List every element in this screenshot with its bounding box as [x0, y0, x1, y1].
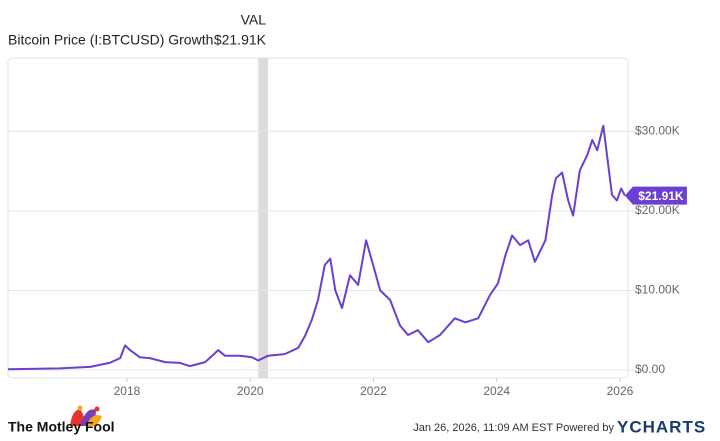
x-tick-label: 2024 [483, 384, 510, 398]
x-tick-label: 2022 [360, 384, 387, 398]
y-tick-label: $10.00K [635, 283, 680, 297]
header-label: VAL [241, 12, 267, 28]
y-tick-label: $30.00K [635, 123, 680, 137]
y-tick-label: $0.00 [635, 362, 665, 376]
price-line [7, 124, 626, 371]
logo-hat [86, 415, 102, 426]
recession-band [258, 58, 269, 378]
plot-frame [7, 57, 629, 379]
last-value-label: $21.91K [638, 189, 684, 203]
series-name: Bitcoin Price (I:BTCUSD) Growth [8, 32, 213, 48]
x-tick-label: 2026 [607, 384, 634, 398]
last-value-tag [624, 186, 687, 205]
logo-bell [77, 405, 83, 411]
footer-source: YCHARTS [617, 417, 706, 436]
x-tick-label: 2020 [237, 384, 264, 398]
header-value: $21.91K [214, 32, 267, 48]
y-tick-label: $20.00K [635, 203, 680, 217]
x-tick-label: 2018 [114, 384, 141, 398]
motley-fool-logo [70, 405, 102, 426]
footer-timestamp: Jan 26, 2026, 11:09 AM EST Powered by [413, 422, 614, 434]
footer-brand: The Motley Fool [8, 419, 115, 435]
logo-bell [94, 406, 100, 412]
